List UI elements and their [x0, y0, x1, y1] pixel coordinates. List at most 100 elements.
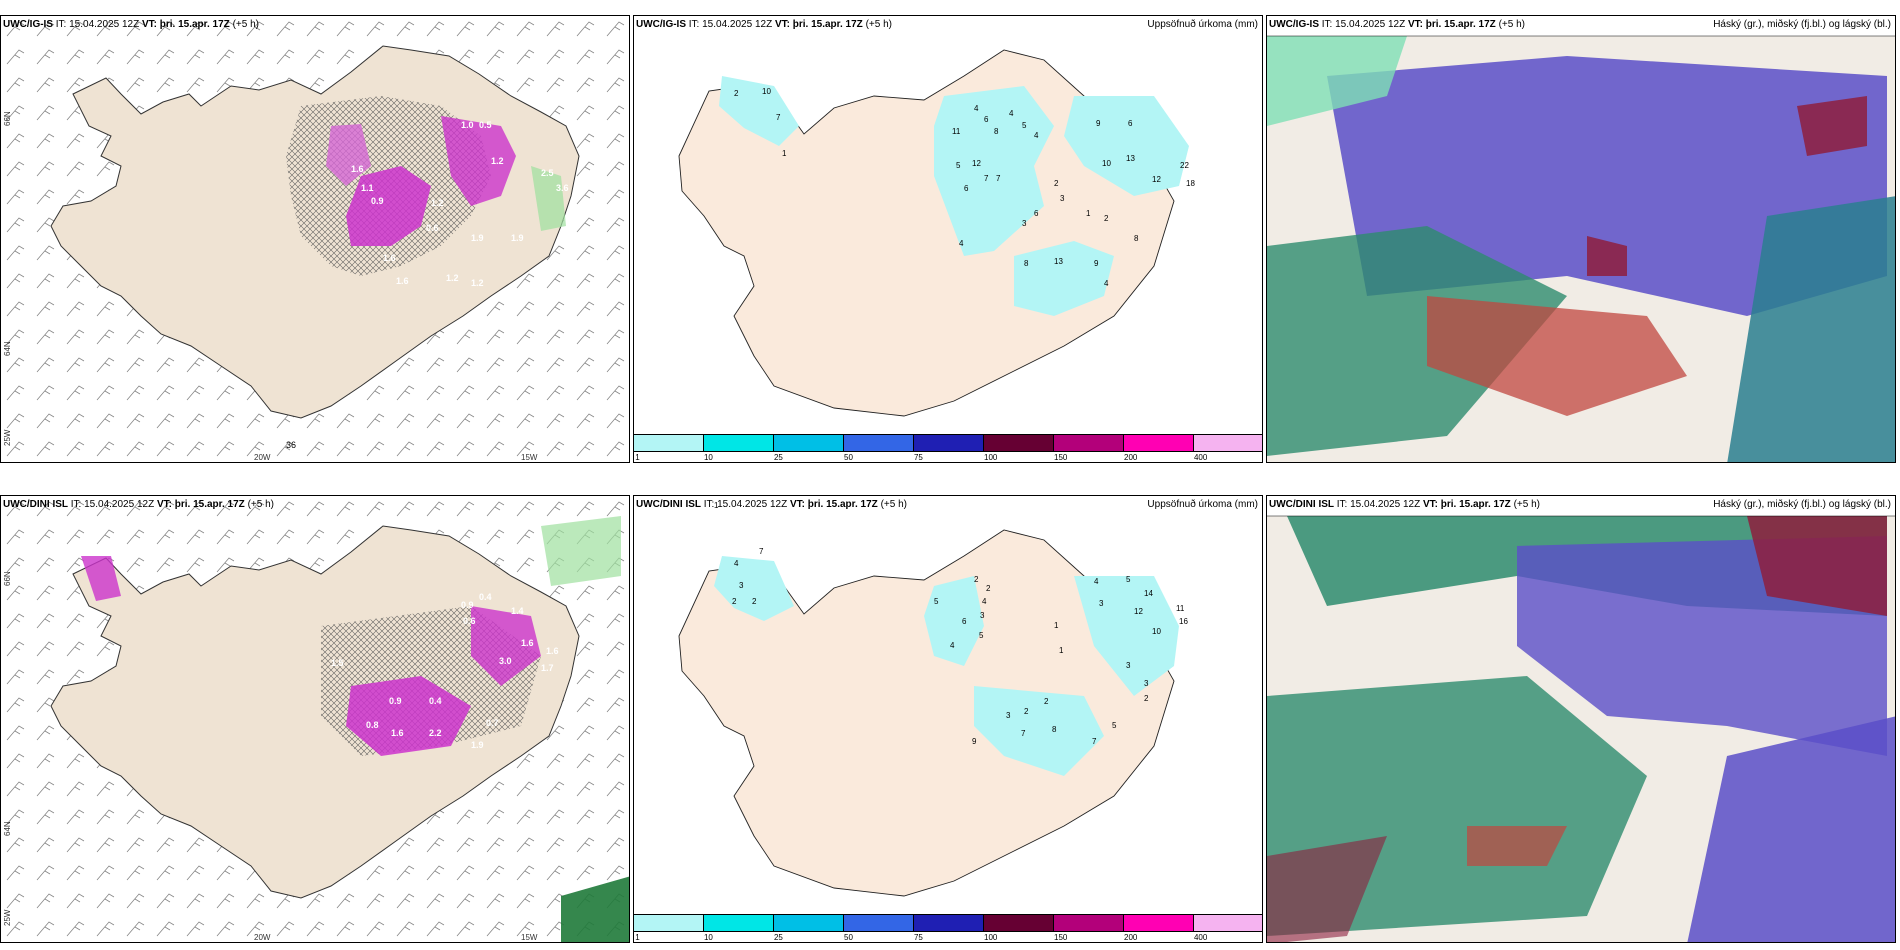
- svg-text:2: 2: [1024, 707, 1029, 716]
- svg-text:3: 3: [739, 581, 744, 590]
- colorbar-tick: 50: [844, 933, 853, 942]
- panel-clouds-dini: UWC/DINI ISL IT: 15.04.2025 12Z VT: þri.…: [1266, 495, 1896, 943]
- svg-text:0.4: 0.4: [429, 696, 442, 706]
- cloud-map: [1267, 16, 1895, 462]
- colorbar-tick: 100: [984, 933, 998, 942]
- svg-text:10: 10: [1102, 159, 1111, 168]
- svg-text:4: 4: [959, 239, 964, 248]
- colorbar-tick: 200: [1124, 933, 1138, 942]
- panel-title: UWC/IG-IS IT: 15.04.2025 12Z VT: þri. 15…: [1269, 19, 1525, 30]
- colorbar-tick: 1: [635, 933, 640, 942]
- svg-text:16: 16: [1179, 617, 1188, 626]
- colorbar-cell: [704, 915, 774, 931]
- colorbar-tick: 25: [773, 933, 783, 942]
- svg-text:5: 5: [956, 161, 961, 170]
- lat-label-64: 64N: [3, 821, 12, 836]
- snow-values: 1.0 0.5 1.2 1.6 0.9 1.2 1.1 1.6 1.9 2.5 …: [351, 120, 569, 288]
- svg-text:8: 8: [994, 127, 999, 136]
- svg-text:1.4: 1.4: [511, 606, 524, 616]
- svg-text:1: 1: [714, 501, 719, 510]
- lat-label-66: 66N: [3, 571, 12, 586]
- svg-text:1.6: 1.6: [396, 276, 409, 286]
- svg-text:2.2: 2.2: [429, 728, 442, 738]
- svg-text:2: 2: [752, 597, 757, 606]
- svg-text:1.1: 1.1: [361, 183, 374, 193]
- svg-text:13: 13: [1054, 257, 1063, 266]
- svg-text:3: 3: [1022, 219, 1027, 228]
- lon-label-15: 15W: [521, 933, 538, 942]
- svg-text:1.6: 1.6: [546, 646, 559, 656]
- svg-text:1: 1: [1059, 646, 1064, 655]
- svg-text:12: 12: [1134, 607, 1143, 616]
- svg-text:2: 2: [1144, 694, 1149, 703]
- svg-text:1.9: 1.9: [471, 740, 484, 750]
- svg-text:8: 8: [1024, 259, 1029, 268]
- colorbar: 1 10 25 50 75 100 150 200 400: [634, 432, 1262, 462]
- colorbar-cell: [1124, 915, 1194, 931]
- colorbar-cell: [634, 915, 704, 931]
- svg-text:5: 5: [1112, 721, 1117, 730]
- svg-text:3.0: 3.0: [499, 656, 512, 666]
- svg-text:4: 4: [1034, 131, 1039, 140]
- svg-text:4: 4: [950, 641, 955, 650]
- colorbar-cell: [1054, 915, 1124, 931]
- colorbar-cell: [774, 915, 844, 931]
- colorbar-cell: [1124, 435, 1194, 451]
- panel-snow-dini: UWC/DINI ISL IT: 15.04.2025 12Z VT: þri.…: [0, 495, 630, 943]
- precip-values: 1 4 3 2 7 2 2 5 4 6 4 5 3 2 1 1 4 5 14 3…: [714, 501, 1188, 746]
- svg-text:1.2: 1.2: [446, 273, 459, 283]
- svg-text:1.2: 1.2: [471, 278, 484, 288]
- svg-text:2: 2: [1044, 697, 1049, 706]
- barb-label: 36: [286, 440, 296, 450]
- svg-text:3: 3: [1126, 661, 1131, 670]
- svg-text:7: 7: [996, 174, 1001, 183]
- colorbar-cell: [844, 435, 914, 451]
- panel-variable: Háský (gr.), miðský (fj.bl.) og lágský (…: [1713, 19, 1891, 30]
- panel-variable: Uppsöfnuð úrkoma (mm): [1147, 19, 1258, 30]
- svg-text:13: 13: [1126, 154, 1135, 163]
- precip-values: 2 10 7 1 4 6 8 4 5 4 11 5 12 6 7 7 9 6 1…: [734, 87, 1195, 288]
- svg-text:12: 12: [1152, 175, 1161, 184]
- svg-text:1.6: 1.6: [383, 253, 396, 263]
- svg-text:6: 6: [1034, 209, 1039, 218]
- colorbar-tick: 150: [1054, 933, 1068, 942]
- svg-text:7: 7: [1021, 729, 1026, 738]
- colorbar-cell: [914, 435, 984, 451]
- svg-text:4: 4: [974, 104, 979, 113]
- svg-text:5: 5: [934, 597, 939, 606]
- svg-text:7: 7: [776, 113, 781, 122]
- svg-text:4: 4: [734, 559, 739, 568]
- precip-map: 1 4 3 2 7 2 2 5 4 6 4 5 3 2 1 1 4 5 14 3…: [678, 501, 1188, 897]
- colorbar-tick: 400: [1193, 453, 1208, 462]
- svg-text:5: 5: [1022, 121, 1027, 130]
- svg-text:1.0: 1.0: [461, 120, 474, 130]
- svg-text:11: 11: [1176, 604, 1185, 613]
- lon-label-25: 25W: [3, 429, 12, 446]
- svg-text:6: 6: [964, 184, 969, 193]
- colorbar-cell: [1194, 915, 1262, 931]
- svg-text:9: 9: [972, 737, 977, 746]
- svg-text:7: 7: [984, 174, 989, 183]
- colorbar-tick: 150: [1054, 453, 1068, 462]
- svg-text:0.6: 0.6: [463, 616, 476, 626]
- svg-text:3: 3: [980, 611, 985, 620]
- svg-text:12: 12: [972, 159, 981, 168]
- svg-text:3: 3: [1144, 679, 1149, 688]
- svg-text:1.6: 1.6: [351, 164, 364, 174]
- svg-text:0.9: 0.9: [461, 600, 474, 610]
- colorbar-tick: 10: [703, 453, 713, 462]
- svg-text:2: 2: [1054, 179, 1059, 188]
- snow-values: 0.9 0.4 0.6 1.4 1.6 3.0 1.6 1.7 0.9 0.4 …: [331, 592, 559, 750]
- colorbar-tick: 50: [844, 453, 853, 462]
- svg-text:1.2: 1.2: [431, 198, 444, 208]
- colorbar-cell: [1054, 435, 1124, 451]
- svg-text:0.4: 0.4: [479, 592, 492, 602]
- colorbar-tick: 400: [1193, 933, 1208, 942]
- snowfall-map: 1.0 0.5 1.2 1.6 0.9 1.2 1.1 1.6 1.9 2.5 …: [1, 16, 629, 462]
- colorbar-cell: [984, 915, 1054, 931]
- colorbar-tick: 75: [913, 453, 923, 462]
- panel-variable: Háský (gr.), miðský (fj.bl.) og lágský (…: [1713, 499, 1891, 510]
- colorbar-tick: 100: [984, 453, 998, 462]
- svg-text:3: 3: [1006, 711, 1011, 720]
- panel-variable: Uppsöfnuð úrkoma (mm): [1147, 499, 1258, 510]
